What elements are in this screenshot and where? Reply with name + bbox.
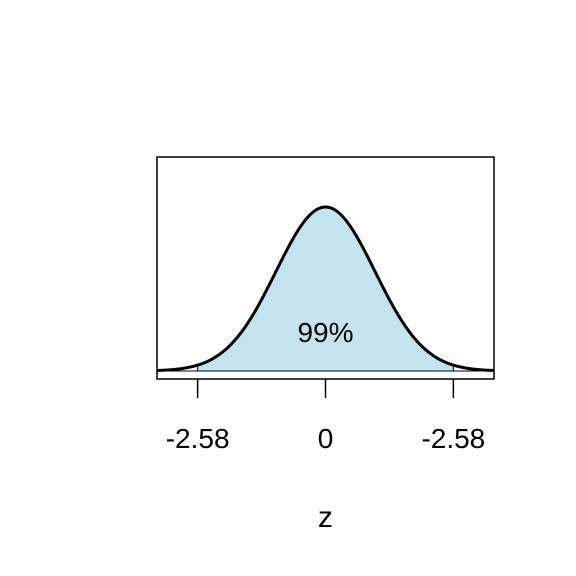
x-axis-title: z [318,501,333,534]
shaded-percent-label: 99% [297,317,353,348]
x-tick-marks [196,379,455,398]
x-tick-label: -2.58 [421,423,485,454]
x-tick-label: -2.58 [166,423,230,454]
x-tick-labels: -2.58 0 -2.58 [166,423,486,454]
density-curve [156,205,495,372]
x-axis: -2.58 0 -2.58 [166,379,486,454]
plot-area [156,205,495,372]
x-tick-label: 0 [318,423,334,454]
